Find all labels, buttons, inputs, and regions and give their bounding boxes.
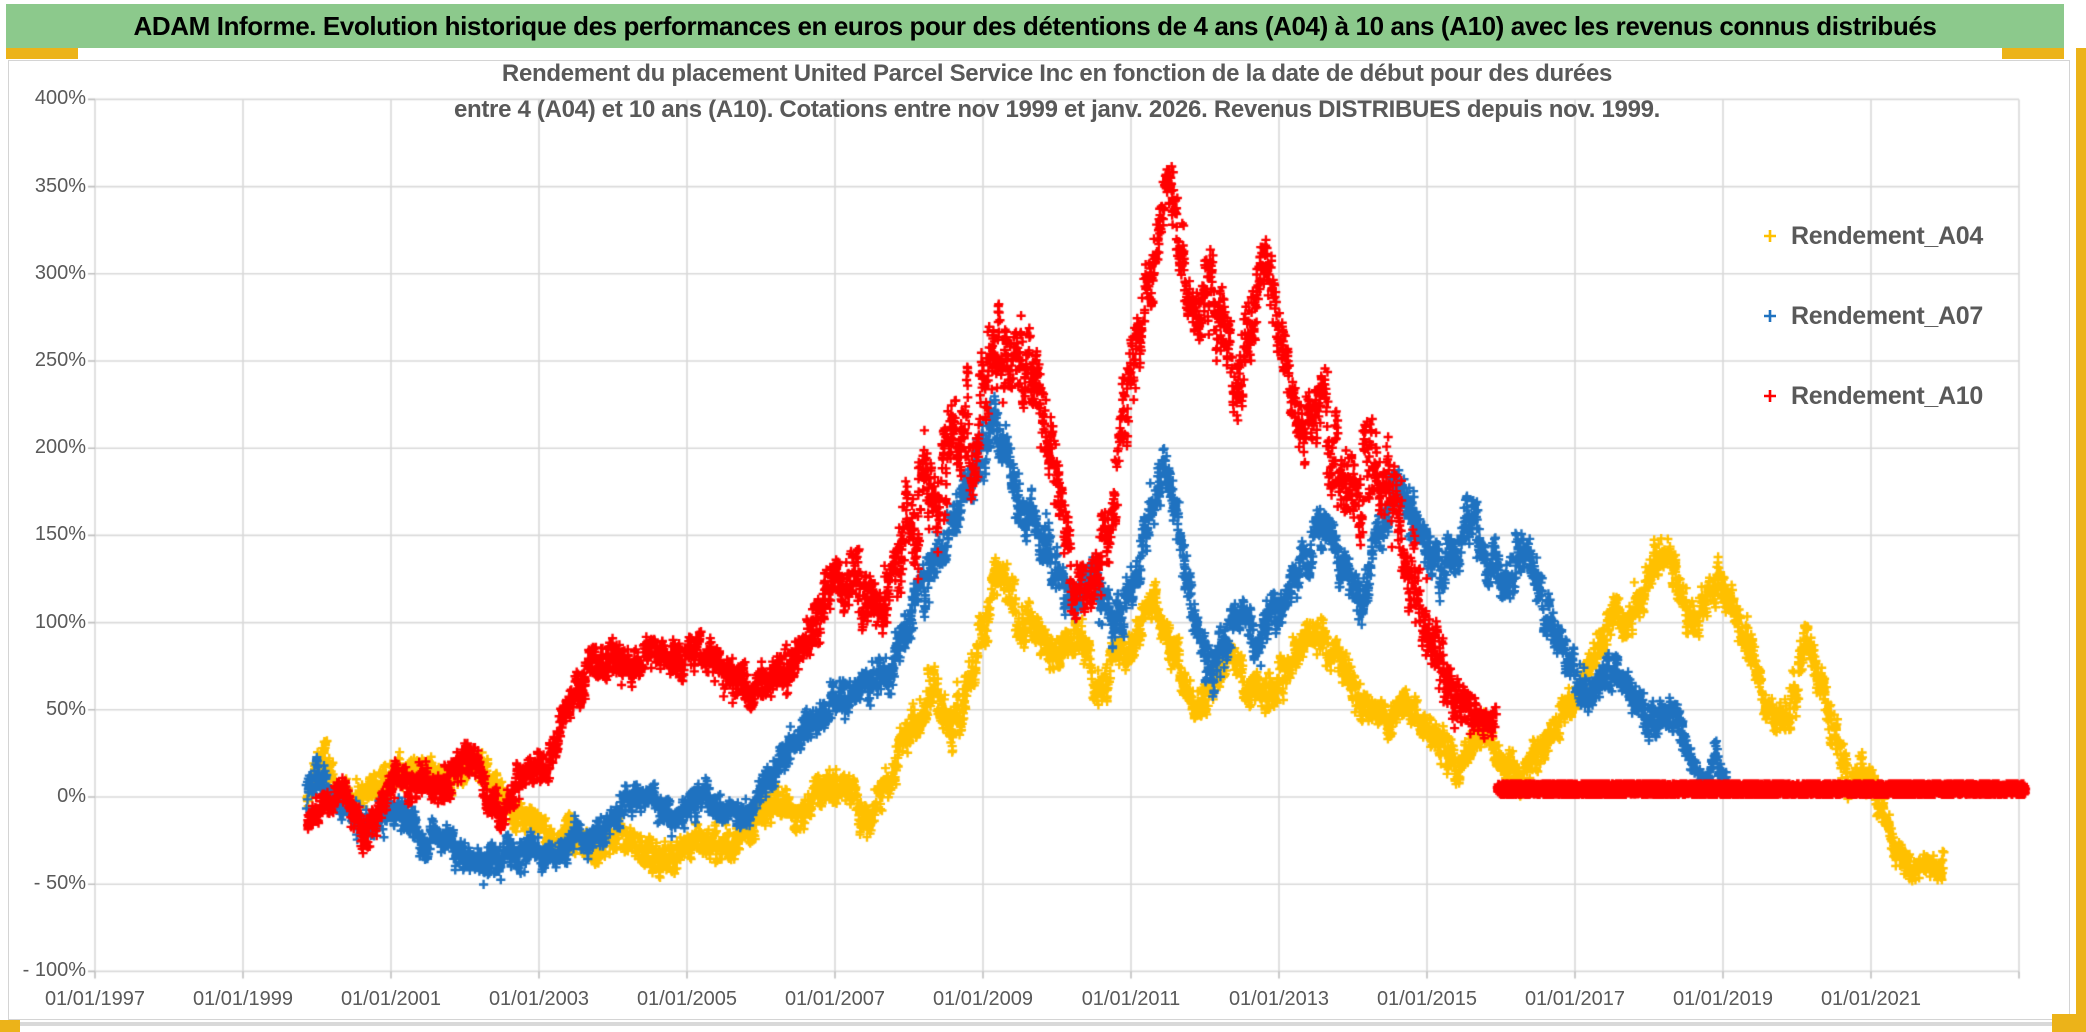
- legend-label: Rendement_A07: [1791, 301, 1983, 330]
- chart-title-line1: Rendement du placement United Parcel Ser…: [501, 60, 1613, 87]
- x-tick-label: 01/01/1997: [44, 988, 146, 1010]
- yellow-accent-top-right: [2002, 48, 2064, 59]
- x-tick-label: 01/01/2001: [340, 988, 442, 1010]
- yellow-accent-top-left: [6, 48, 78, 59]
- x-tick-label: 01/01/2011: [1081, 988, 1181, 1010]
- report-header: ADAM Informe. Evolution historique des p…: [6, 4, 2064, 48]
- x-tick-label: 01/01/2015: [1376, 988, 1478, 1010]
- chart-legend: Rendement_A04 Rendement_A07 Rendement_A10: [1762, 196, 1983, 436]
- x-tick-label: 01/01/2019: [1672, 988, 1774, 1010]
- y-tick-label: 250%: [34, 349, 86, 371]
- y-tick-label: - 50%: [33, 872, 86, 895]
- y-tick-label: 300%: [34, 261, 86, 284]
- x-tick-label: 01/01/2013: [1228, 988, 1330, 1010]
- y-tick-label: 350%: [34, 174, 86, 197]
- legend-item: Rendement_A04: [1762, 196, 1983, 276]
- legend-item: Rendement_A10: [1762, 356, 1983, 436]
- y-tick-label: 0%: [57, 785, 86, 807]
- y-tick-label: - 100%: [22, 959, 86, 982]
- x-tick-label: 01/01/1999: [192, 988, 294, 1010]
- y-tick-label: 200%: [34, 436, 86, 459]
- report-header-title: ADAM Informe. Evolution historique des p…: [133, 10, 1937, 41]
- plus-marker-icon: [1764, 230, 1776, 242]
- x-tick-label: 01/01/2003: [488, 988, 590, 1010]
- yellow-accent-bottom-right: [2052, 1014, 2086, 1032]
- y-tick-label: 50%: [45, 697, 86, 720]
- bottom-divider-line: [20, 1022, 2052, 1026]
- y-tick-label: 150%: [34, 523, 86, 546]
- y-tick-label: 400%: [34, 87, 86, 110]
- x-tick-label: 01/01/2007: [784, 988, 886, 1010]
- y-tick-label: 100%: [34, 610, 86, 633]
- yellow-accent-right-bar: [2076, 48, 2086, 1032]
- x-tick-label: 01/01/2009: [932, 988, 1034, 1010]
- chart-panel-border: [8, 60, 2070, 1020]
- legend-item: Rendement_A07: [1762, 276, 1983, 356]
- plus-marker-icon: [1764, 390, 1776, 402]
- x-tick-label: 01/01/2021: [1820, 988, 1922, 1010]
- x-tick-label: 01/01/2005: [636, 988, 738, 1010]
- chart-title-line2: entre 4 (A04) et 10 ans (A10). Cotations…: [453, 96, 1661, 123]
- plus-marker-icon: [1764, 310, 1776, 322]
- legend-label: Rendement_A04: [1791, 221, 1983, 250]
- yellow-accent-bottom-left: [0, 1020, 20, 1032]
- legend-label: Rendement_A10: [1791, 381, 1983, 410]
- x-tick-label: 01/01/2017: [1524, 988, 1626, 1010]
